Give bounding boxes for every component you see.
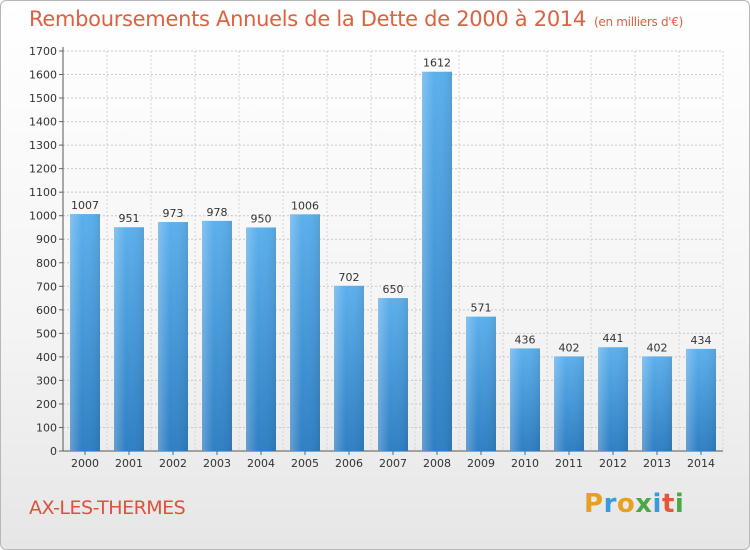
x-tick-label: 2011	[555, 457, 583, 470]
label-layer: 1007 2000 951 2001 973 2002 978 2003 950 2004 1006…	[71, 57, 715, 470]
commune-name: AX-LES-THERMES	[29, 497, 186, 519]
data-label: 973	[163, 207, 184, 220]
x-tick-label: 2014	[687, 457, 715, 470]
x-tick-label: 2001	[115, 457, 143, 470]
y-tick-label: 1700	[29, 45, 57, 58]
x-tick-label: 2012	[599, 457, 627, 470]
y-tick-label: 900	[36, 233, 57, 246]
data-label: 650	[383, 283, 404, 296]
bar-shading	[598, 347, 628, 451]
bar-shading	[510, 348, 540, 451]
x-tick-label: 2005	[291, 457, 319, 470]
y-tick-label: 200	[36, 398, 57, 411]
data-label: 434	[691, 334, 712, 347]
chart-title-text: Remboursements Annuels de la Dette de 20…	[29, 7, 586, 31]
bar-shading	[334, 285, 364, 451]
bar-shading	[114, 227, 144, 451]
bar-shading	[686, 348, 716, 451]
x-tick-label: 2010	[511, 457, 539, 470]
data-label: 441	[603, 332, 624, 345]
data-label: 950	[251, 212, 272, 225]
data-label: 702	[339, 271, 360, 284]
logo-letter: r	[603, 489, 617, 519]
x-tick-label: 2002	[159, 457, 187, 470]
logo-letter: x	[635, 489, 653, 519]
bar-shading	[158, 222, 188, 451]
bar-shading	[422, 71, 452, 452]
data-label: 951	[119, 212, 140, 225]
data-label: 1612	[423, 57, 451, 70]
x-tick-label: 2004	[247, 457, 275, 470]
y-tick-label: 1400	[29, 116, 57, 129]
y-tick-label: 1500	[29, 92, 57, 105]
x-tick-label: 2013	[643, 457, 671, 470]
bar-shading	[290, 214, 320, 451]
data-label: 1007	[71, 199, 99, 212]
data-label: 978	[207, 206, 228, 219]
bar-shading	[466, 316, 496, 451]
y-tick-label: 600	[36, 304, 57, 317]
x-tick-label: 2003	[203, 457, 231, 470]
bar-shading	[70, 214, 100, 451]
chart-title: Remboursements Annuels de la Dette de 20…	[29, 7, 683, 31]
x-tick-label: 2008	[423, 457, 451, 470]
y-tick-label: 800	[36, 257, 57, 270]
bar-shading	[202, 220, 232, 451]
y-tick-label: 500	[36, 327, 57, 340]
axis-layer: 0 100 200 300 400 500 600 700 800 900 1000 1100 1200…	[29, 45, 723, 458]
data-label: 1006	[291, 199, 319, 212]
data-label: 571	[471, 302, 492, 315]
bar-shading	[642, 356, 672, 451]
logo-letter: i	[674, 489, 685, 519]
proxiti-logo: Proxiti	[584, 489, 684, 519]
logo-letter: t	[661, 489, 675, 519]
logo-letter: P	[584, 489, 604, 519]
data-label: 402	[559, 341, 580, 354]
x-tick-label: 2009	[467, 457, 495, 470]
x-tick-label: 2006	[335, 457, 363, 470]
bar-shading	[378, 298, 408, 451]
logo-letter: o	[616, 489, 636, 519]
data-label: 436	[515, 333, 536, 346]
x-tick-label: 2007	[379, 457, 407, 470]
chart-unit: (en milliers d'€)	[594, 15, 684, 29]
logo-letter: i	[652, 489, 662, 519]
x-tick-label: 2000	[71, 457, 99, 470]
y-tick-label: 0	[50, 445, 57, 458]
y-tick-label: 1300	[29, 139, 57, 152]
y-tick-label: 700	[36, 280, 57, 293]
data-label: 402	[647, 341, 668, 354]
y-tick-label: 300	[36, 374, 57, 387]
y-tick-label: 1100	[29, 186, 57, 199]
y-tick-label: 400	[36, 351, 57, 364]
y-tick-label: 100	[36, 421, 57, 434]
y-tick-label: 1200	[29, 163, 57, 176]
bar-shading	[246, 227, 276, 451]
y-tick-label: 1600	[29, 69, 57, 82]
y-tick-label: 1000	[29, 210, 57, 223]
bar-shading	[554, 356, 584, 451]
bar-layer	[70, 71, 716, 452]
